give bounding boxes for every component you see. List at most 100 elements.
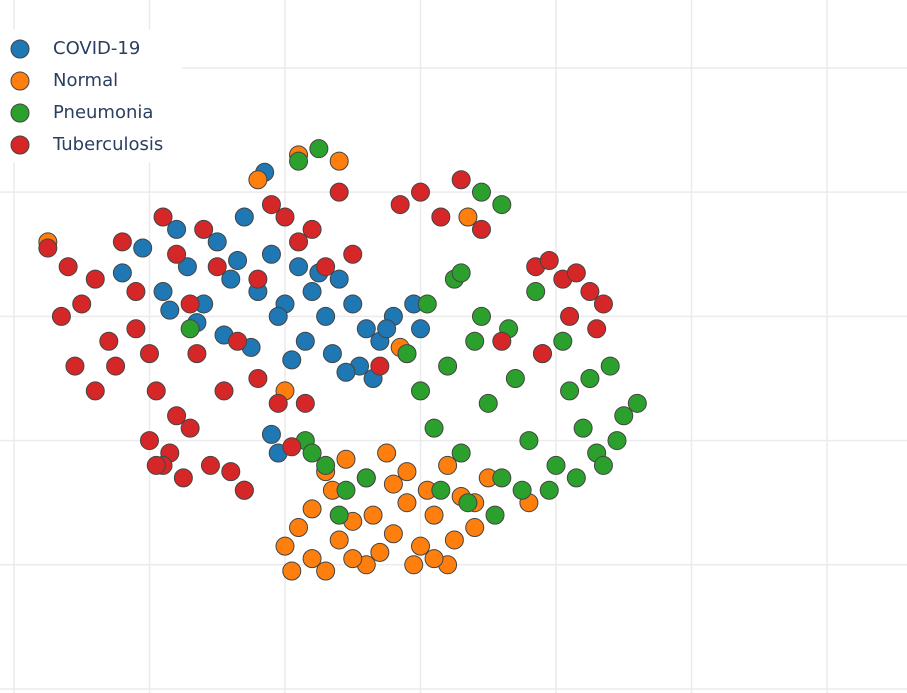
point bbox=[146, 455, 166, 475]
plot-area bbox=[38, 139, 647, 581]
point bbox=[343, 244, 363, 264]
point bbox=[343, 294, 363, 314]
point bbox=[302, 549, 322, 569]
point bbox=[573, 418, 593, 438]
legend-marker bbox=[10, 103, 30, 123]
point bbox=[261, 424, 281, 444]
point bbox=[397, 493, 417, 513]
point bbox=[316, 455, 336, 475]
point bbox=[600, 356, 620, 376]
point bbox=[343, 549, 363, 569]
legend: COVID-19 Normal Pneumonia Tuberculosis bbox=[0, 30, 182, 162]
point bbox=[289, 232, 309, 252]
point bbox=[200, 455, 220, 475]
point bbox=[438, 356, 458, 376]
point bbox=[560, 306, 580, 326]
point bbox=[214, 381, 234, 401]
point bbox=[356, 319, 376, 339]
point bbox=[438, 455, 458, 475]
point bbox=[383, 474, 403, 494]
point bbox=[234, 207, 254, 227]
point bbox=[268, 306, 288, 326]
legend-label: COVID-19 bbox=[53, 38, 140, 59]
point bbox=[560, 381, 580, 401]
point bbox=[424, 549, 444, 569]
point bbox=[566, 263, 586, 283]
point bbox=[383, 524, 403, 544]
point bbox=[207, 257, 227, 277]
point bbox=[295, 331, 315, 351]
point bbox=[261, 195, 281, 215]
point bbox=[282, 561, 302, 581]
legend-label: Tuberculosis bbox=[52, 134, 163, 155]
point bbox=[451, 170, 471, 190]
point bbox=[431, 207, 451, 227]
point bbox=[492, 195, 512, 215]
point bbox=[607, 431, 627, 451]
point bbox=[512, 480, 532, 500]
point bbox=[363, 505, 383, 525]
point bbox=[160, 300, 180, 320]
point bbox=[228, 331, 248, 351]
point bbox=[404, 555, 424, 575]
point bbox=[614, 406, 634, 426]
point bbox=[492, 331, 512, 351]
point bbox=[397, 462, 417, 482]
point bbox=[411, 319, 431, 339]
point bbox=[390, 195, 410, 215]
point bbox=[167, 406, 187, 426]
point bbox=[505, 368, 525, 388]
point bbox=[72, 294, 92, 314]
legend-marker bbox=[10, 39, 30, 59]
point bbox=[302, 282, 322, 302]
point bbox=[377, 319, 397, 339]
point bbox=[580, 282, 600, 302]
point bbox=[248, 170, 268, 190]
point bbox=[465, 518, 485, 538]
point bbox=[221, 462, 241, 482]
point bbox=[492, 468, 512, 488]
point bbox=[322, 344, 342, 364]
point bbox=[112, 263, 132, 283]
point bbox=[139, 431, 159, 451]
point bbox=[282, 350, 302, 370]
point bbox=[431, 480, 451, 500]
point bbox=[58, 257, 78, 277]
point bbox=[228, 250, 248, 270]
point bbox=[329, 151, 349, 171]
point bbox=[329, 182, 349, 202]
point bbox=[85, 269, 105, 289]
point bbox=[566, 468, 586, 488]
point bbox=[187, 344, 207, 364]
point bbox=[180, 319, 200, 339]
point bbox=[471, 219, 491, 239]
point bbox=[302, 219, 322, 239]
point bbox=[126, 282, 146, 302]
point bbox=[167, 219, 187, 239]
point bbox=[316, 257, 336, 277]
point bbox=[316, 306, 336, 326]
point bbox=[139, 344, 159, 364]
point bbox=[451, 443, 471, 463]
point bbox=[451, 263, 471, 283]
point bbox=[593, 455, 613, 475]
point bbox=[519, 431, 539, 451]
point bbox=[133, 238, 153, 258]
point bbox=[532, 344, 552, 364]
point bbox=[316, 561, 336, 581]
point bbox=[268, 393, 288, 413]
point bbox=[370, 542, 390, 562]
legend-label: Normal bbox=[53, 70, 118, 91]
point bbox=[295, 393, 315, 413]
point bbox=[377, 443, 397, 463]
point bbox=[444, 530, 464, 550]
point bbox=[336, 480, 356, 500]
point bbox=[329, 505, 349, 525]
point bbox=[539, 480, 559, 500]
point bbox=[167, 244, 187, 264]
point bbox=[553, 331, 573, 351]
point bbox=[38, 238, 58, 258]
point bbox=[458, 493, 478, 513]
point bbox=[153, 207, 173, 227]
